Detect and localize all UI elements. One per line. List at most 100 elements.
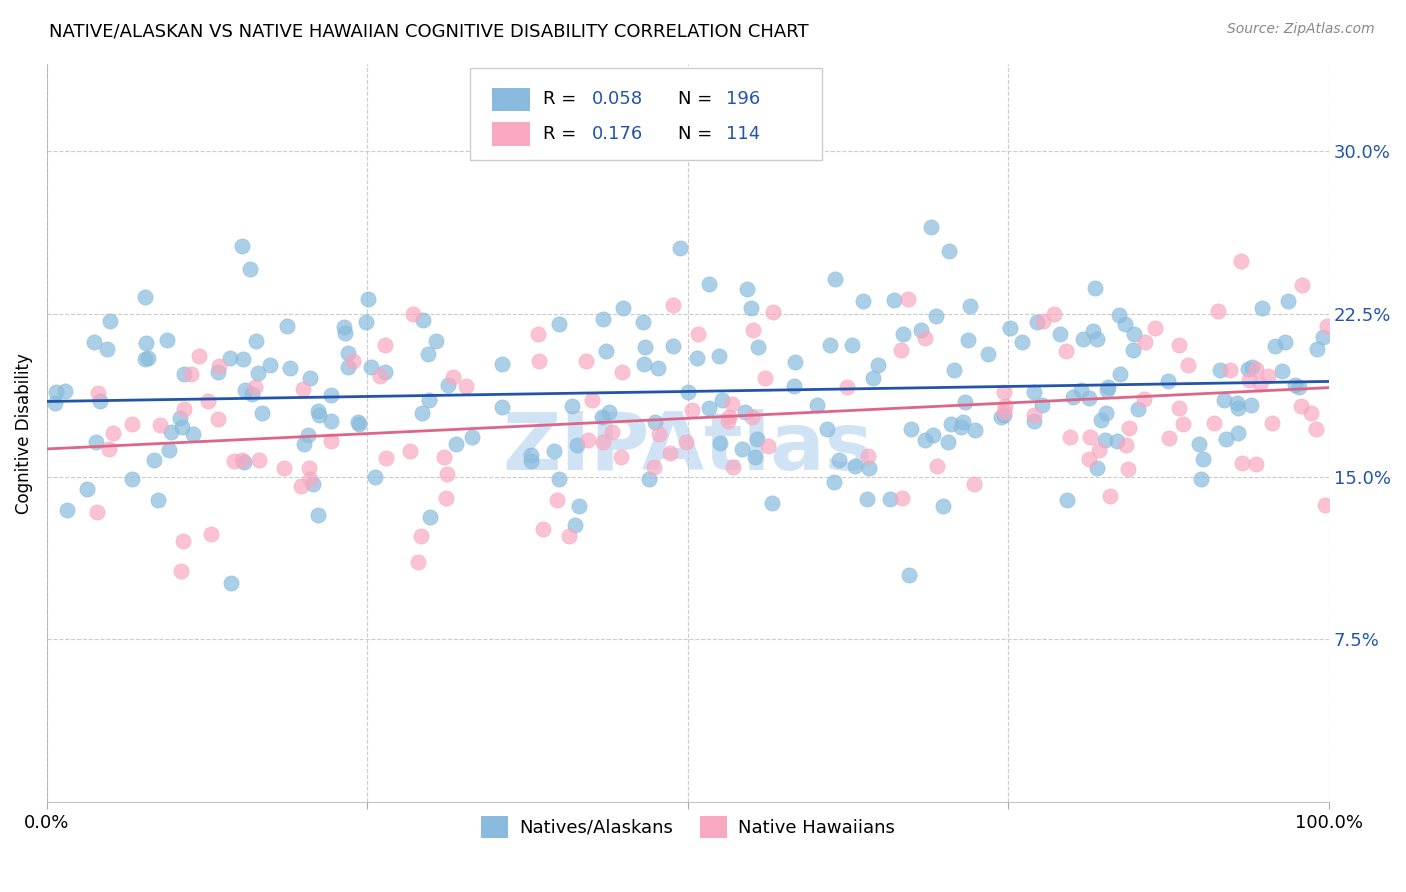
Point [669,241,692,255]
Point [925,309,948,323]
Point [259,358,281,372]
Point [578,434,600,448]
Text: 0.176: 0.176 [592,125,643,144]
Point [188,349,211,363]
Point [1056,492,1078,507]
Point [1054,344,1077,359]
Legend: Natives/Alaskans, Native Hawaiians: Natives/Alaskans, Native Hawaiians [474,808,901,845]
Point [98,314,121,328]
Point [900,422,922,436]
Point [418,347,440,361]
Point [662,298,685,312]
Point [686,351,709,365]
Point [436,467,458,482]
Point [297,427,319,442]
Point [633,357,655,371]
Point [754,371,776,385]
Point [1244,457,1267,471]
Point [1122,343,1144,357]
Point [883,293,905,308]
Point [1123,327,1146,342]
Point [1219,363,1241,377]
Point [374,450,396,465]
Point [89,394,111,409]
Point [953,395,976,409]
Point [1085,460,1108,475]
Point [1277,293,1299,308]
Point [612,301,634,315]
Point [1128,401,1150,416]
Point [707,349,730,363]
Point [1022,384,1045,399]
Point [1049,326,1071,341]
Point [461,429,484,443]
Point [1237,362,1260,376]
Point [1237,374,1260,388]
Point [1250,301,1272,315]
Point [1284,378,1306,392]
Point [1144,320,1167,334]
Point [675,434,697,449]
FancyBboxPatch shape [470,68,823,160]
Point [232,352,254,367]
Point [76,482,98,496]
Point [374,338,396,352]
Point [1078,429,1101,443]
Point [841,338,863,352]
Point [1107,434,1129,448]
Point [735,282,758,296]
Point [914,433,936,447]
Point [647,360,669,375]
Point [993,384,1015,399]
Point [747,432,769,446]
Point [1133,392,1156,406]
Point [402,307,425,321]
Point [998,321,1021,335]
Point [335,326,357,341]
Point [1077,451,1099,466]
Point [337,346,360,360]
Point [1115,437,1137,451]
Point [1206,303,1229,318]
Point [84,435,107,450]
Point [1204,417,1226,431]
Point [346,415,368,429]
Point [567,437,589,451]
Point [134,352,156,367]
Point [644,415,666,429]
Point [374,365,396,379]
Point [135,335,157,350]
Point [1095,384,1118,398]
Point [561,399,583,413]
Point [1305,422,1327,436]
Text: N =: N = [678,90,717,109]
Point [529,354,551,368]
Point [879,491,901,506]
Point [231,452,253,467]
Point [686,327,709,342]
Point [368,369,391,384]
Point [1291,277,1313,292]
Point [756,439,779,453]
Point [1226,395,1249,409]
Point [890,343,912,358]
Point [292,436,315,450]
Point [146,492,169,507]
Point [491,357,513,371]
Point [425,334,447,348]
Point [1011,334,1033,349]
Point [1189,472,1212,486]
Point [418,392,440,407]
Point [837,380,859,394]
Point [648,427,671,442]
Point [1230,253,1253,268]
Point [1043,307,1066,321]
Point [1168,401,1191,415]
Point [519,454,541,468]
Point [247,453,270,467]
Point [1085,332,1108,346]
Point [824,272,846,286]
Point [444,436,467,450]
Point [564,518,586,533]
Point [1084,280,1107,294]
